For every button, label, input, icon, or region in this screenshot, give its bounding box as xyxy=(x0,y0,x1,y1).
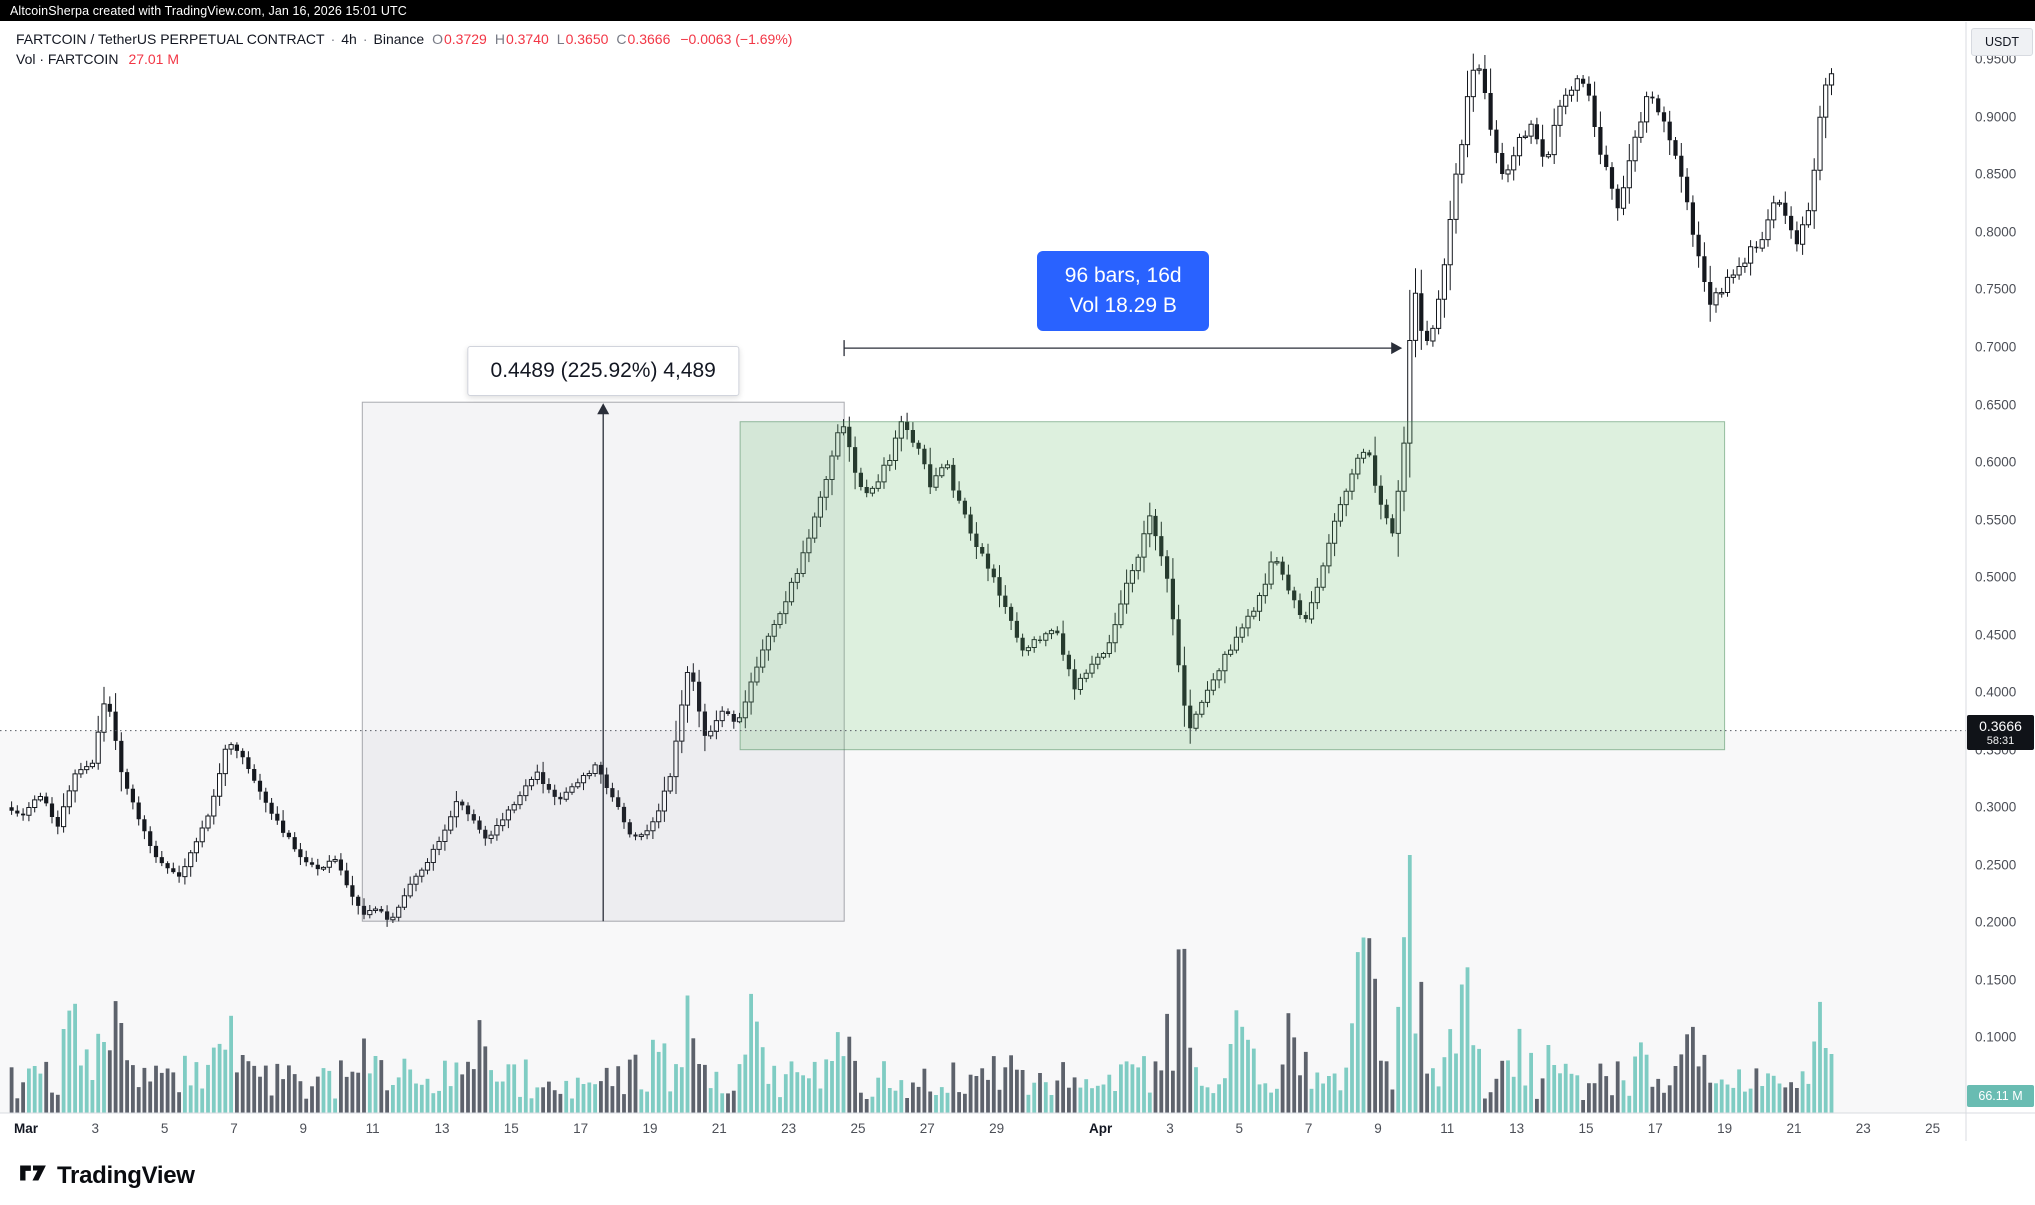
legend-separator: · xyxy=(330,31,336,47)
high-label: H xyxy=(494,31,505,47)
interval-label[interactable]: 4h xyxy=(341,31,357,47)
time-axis-label: 9 xyxy=(299,1121,308,1136)
time-axis-label: 25 xyxy=(850,1121,866,1136)
open-label: O xyxy=(432,31,443,47)
price-axis-label: 0.4500 xyxy=(1975,627,2017,643)
attribution-bar: AltcoinSherpa created with TradingView.c… xyxy=(0,0,2035,21)
volume-indicator-value: 27.01 M xyxy=(128,51,180,67)
price-axis-label: 0.9000 xyxy=(1975,109,2017,125)
symbol-legend: FARTCOIN / TetherUS PERPETUAL CONTRACT ·… xyxy=(16,29,792,69)
time-axis-label: Apr xyxy=(1088,1121,1113,1136)
last-price-value: 0.3666 xyxy=(1979,717,2022,734)
price-axis-label: 0.7500 xyxy=(1975,281,2017,297)
time-axis-label: 27 xyxy=(919,1121,935,1136)
legend-row-volume: Vol · FARTCOIN 27.01 M xyxy=(16,49,792,69)
date-range-volume-text: Vol 18.29 B xyxy=(1069,294,1177,318)
tradingview-branding[interactable]: TradingView xyxy=(18,1158,195,1193)
legend-row-main: FARTCOIN / TetherUS PERPETUAL CONTRACT ·… xyxy=(16,29,792,49)
tradingview-logo-icon xyxy=(18,1158,48,1193)
time-axis-label: 15 xyxy=(1578,1121,1594,1136)
time-axis-label: 17 xyxy=(1647,1121,1663,1136)
price-axis-label: 0.5500 xyxy=(1975,512,2017,528)
open-value: 0.3729 xyxy=(444,31,487,47)
price-axis-label: 0.7000 xyxy=(1975,339,2017,355)
time-axis-label: 13 xyxy=(1509,1121,1525,1136)
time-axis-label: Mar xyxy=(13,1121,39,1136)
volume-indicator-label[interactable]: Vol · FARTCOIN xyxy=(16,51,119,67)
date-range-measure-label[interactable]: 96 bars, 16d Vol 18.29 B xyxy=(1037,251,1210,332)
time-axis-label: 25 xyxy=(1925,1121,1941,1136)
time-axis-label: 29 xyxy=(989,1121,1005,1136)
time-axis-label: 15 xyxy=(503,1121,519,1136)
price-axis-label: 0.3000 xyxy=(1975,799,2017,815)
volume-axis-badge: 66.11 M xyxy=(1967,1085,2034,1107)
time-axis-label: 21 xyxy=(1786,1121,1802,1136)
time-axis-label: 17 xyxy=(573,1121,589,1136)
price-range-measure-label[interactable]: 0.4489 (225.92%) 4,489 xyxy=(467,346,739,397)
date-range-bars-text: 96 bars, 16d xyxy=(1064,264,1182,288)
close-label: C xyxy=(616,31,627,47)
time-axis-label: 5 xyxy=(1235,1121,1244,1136)
price-axis-label: 0.2500 xyxy=(1975,857,2017,873)
price-axis-label: 0.8500 xyxy=(1975,166,2017,182)
price-axis-label: 0.1500 xyxy=(1975,972,2017,988)
price-axis-label: 0.6500 xyxy=(1975,397,2017,412)
time-axis-label: 7 xyxy=(230,1121,238,1136)
change-value: −0.0063 (−1.69%) xyxy=(680,31,793,47)
tradingview-wordmark: TradingView xyxy=(57,1161,195,1189)
time-axis-label: 3 xyxy=(1166,1121,1174,1136)
legend-separator: · xyxy=(362,31,368,47)
time-axis-label: 21 xyxy=(711,1121,727,1136)
time-axis-label: 11 xyxy=(365,1121,380,1136)
time-axis-label: 9 xyxy=(1374,1121,1382,1136)
low-label: L xyxy=(556,31,565,47)
exchange-label[interactable]: Binance xyxy=(373,31,425,47)
close-value: 0.3666 xyxy=(627,31,671,47)
time-axis-label: 13 xyxy=(434,1121,450,1136)
price-axis-label: 0.8000 xyxy=(1975,224,2017,240)
time-axis-label: 7 xyxy=(1304,1121,1313,1136)
price-axis-label: 0.1000 xyxy=(1975,1029,2017,1045)
price-axis-label: 0.5000 xyxy=(1975,569,2017,585)
price-axis-label: 0.6000 xyxy=(1975,454,2017,470)
high-value: 0.3740 xyxy=(505,31,549,47)
symbol-title[interactable]: FARTCOIN / TetherUS PERPETUAL CONTRACT xyxy=(16,31,325,47)
time-axis-label: 19 xyxy=(642,1121,658,1136)
attribution-text: AltcoinSherpa created with TradingView.c… xyxy=(10,3,407,18)
bar-countdown: 58:31 xyxy=(1986,734,2015,747)
price-axis-label: 0.2000 xyxy=(1975,914,2017,930)
time-axis-label: 5 xyxy=(160,1121,169,1136)
time-axis-label: 23 xyxy=(1855,1121,1871,1136)
low-value: 0.3650 xyxy=(565,31,609,47)
currency-unit-badge[interactable]: USDT xyxy=(1971,28,2033,56)
time-axis-label: 23 xyxy=(781,1121,797,1136)
time-axis-label: 19 xyxy=(1717,1121,1733,1136)
last-price-badge: 0.3666 58:31 xyxy=(1967,714,2034,750)
time-axis-label: 3 xyxy=(91,1121,100,1136)
price-axis-label: 0.4000 xyxy=(1975,684,2017,700)
time-axis-label: 11 xyxy=(1440,1121,1455,1136)
